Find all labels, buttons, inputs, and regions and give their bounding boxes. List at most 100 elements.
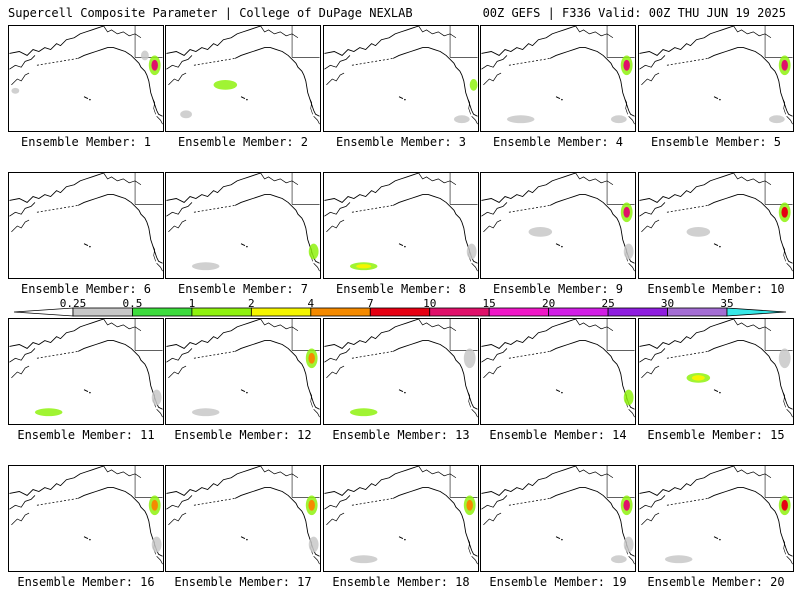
- member-caption: Ensemble Member: 11: [17, 428, 155, 442]
- scp-contour-high: [466, 499, 473, 511]
- coastline-basemap: [9, 26, 163, 125]
- colorbar-tick-label: 15: [482, 297, 496, 310]
- ensemble-map-panel: [323, 465, 479, 572]
- ensemble-map-panel: [323, 318, 479, 425]
- map-canvas: [481, 173, 635, 272]
- scp-contour-high: [151, 499, 158, 511]
- scp-contour-high: [781, 499, 788, 511]
- colorbar-segment: [429, 307, 490, 317]
- colorbar-segment: [607, 307, 668, 317]
- ensemble-map-panel: [638, 172, 794, 279]
- colorbar-tick-label: 30: [660, 297, 675, 310]
- ensemble-map-panel: [480, 318, 636, 425]
- coastline-basemap: [324, 26, 478, 125]
- ensemble-map-panel: [638, 25, 794, 132]
- colorbar-segment: [250, 307, 312, 317]
- scp-contour-low: [140, 50, 149, 61]
- colorbar-tick-label: 0.25: [59, 297, 87, 310]
- scp-contour-high: [623, 206, 630, 218]
- member-caption: Ensemble Member: 20: [647, 575, 785, 589]
- scp-contour-low: [778, 348, 791, 369]
- coastline-basemap: [639, 319, 793, 418]
- member-caption: Ensemble Member: 19: [489, 575, 627, 589]
- map-canvas: [324, 173, 478, 272]
- map-canvas: [639, 466, 793, 565]
- member-caption: Ensemble Member: 15: [647, 428, 785, 442]
- map-canvas: [9, 26, 163, 125]
- scp-contour-high: [308, 499, 315, 511]
- ensemble-map-panel: [480, 25, 636, 132]
- member-caption: Ensemble Member: 10: [647, 282, 785, 296]
- ensemble-map-panel: [165, 465, 321, 572]
- scp-contour-low: [453, 115, 470, 124]
- scp-contour-low: [213, 79, 238, 90]
- scp-contour-low: [623, 389, 634, 406]
- scp-contour-high: [781, 206, 788, 218]
- map-canvas: [324, 466, 478, 565]
- map-canvas: [639, 319, 793, 418]
- ensemble-map-panel: [480, 465, 636, 572]
- scp-contour-low: [469, 78, 478, 91]
- colorbar-tick-label: 35: [720, 297, 734, 310]
- map-canvas: [166, 466, 320, 565]
- ensemble-map-panel: [8, 25, 164, 132]
- ensemble-map-panel: [480, 172, 636, 279]
- scp-contour-low: [151, 536, 162, 553]
- map-canvas: [324, 319, 478, 418]
- member-caption: Ensemble Member: 1: [20, 135, 152, 149]
- scp-contour-high: [623, 499, 630, 511]
- coastline-basemap: [481, 173, 635, 272]
- map-canvas: [324, 26, 478, 125]
- coastline-basemap: [324, 173, 478, 272]
- member-caption: Ensemble Member: 4: [492, 135, 624, 149]
- map-canvas: [481, 319, 635, 418]
- scp-contour-high: [691, 375, 705, 381]
- member-caption: Ensemble Member: 8: [335, 282, 467, 296]
- colorbar-tick-label: 0.5: [122, 297, 143, 310]
- coastline-basemap: [9, 173, 163, 272]
- ensemble-map-panel: [8, 465, 164, 572]
- coastline-basemap: [166, 466, 320, 565]
- member-caption: Ensemble Member: 9: [492, 282, 624, 296]
- colorbar-segment: [191, 307, 252, 317]
- scp-contour-low: [664, 555, 693, 564]
- colorbar-tick-label: 1: [188, 297, 196, 310]
- map-canvas: [639, 173, 793, 272]
- scp-contour-low: [34, 408, 63, 417]
- scp-contour-low: [151, 389, 162, 406]
- ensemble-map-panel: [165, 172, 321, 279]
- map-canvas: [9, 466, 163, 565]
- colorbar-segment: [548, 307, 609, 317]
- member-caption: Ensemble Member: 17: [174, 575, 312, 589]
- map-canvas: [9, 173, 163, 272]
- ensemble-map-panel: [323, 172, 479, 279]
- ensemble-map-panel: [638, 318, 794, 425]
- ensemble-map-panel: [8, 172, 164, 279]
- map-canvas: [166, 173, 320, 272]
- map-canvas: [9, 319, 163, 418]
- colorbar-tick-label: 25: [601, 297, 615, 310]
- member-caption: Ensemble Member: 5: [650, 135, 782, 149]
- ensemble-map-panel: [638, 465, 794, 572]
- ensemble-map-panel: [165, 318, 321, 425]
- scp-contour-low: [463, 348, 476, 369]
- member-caption: Ensemble Member: 2: [177, 135, 309, 149]
- model-run-label: 00Z GEFS | F336 Valid: 00Z THU JUN 19 20…: [482, 6, 786, 20]
- scp-contour-low: [349, 408, 378, 417]
- scp-contour-low: [191, 408, 220, 417]
- coastline-basemap: [166, 26, 320, 125]
- coastline-basemap: [324, 319, 478, 418]
- scp-contour-low: [11, 87, 20, 94]
- scp-contour-low: [610, 555, 627, 564]
- scp-contour-low: [686, 226, 711, 237]
- colorbar-tick-label: 20: [542, 297, 556, 310]
- colorbar-tick-label: 4: [307, 297, 315, 310]
- member-caption: Ensemble Member: 13: [332, 428, 470, 442]
- map-canvas: [166, 319, 320, 418]
- scp-contour-high: [151, 59, 158, 71]
- colorbar-tick-label: 7: [366, 297, 374, 310]
- member-caption: Ensemble Member: 6: [20, 282, 152, 296]
- coastline-basemap: [639, 466, 793, 565]
- coastline-basemap: [166, 319, 320, 418]
- scp-contour-low: [610, 115, 627, 124]
